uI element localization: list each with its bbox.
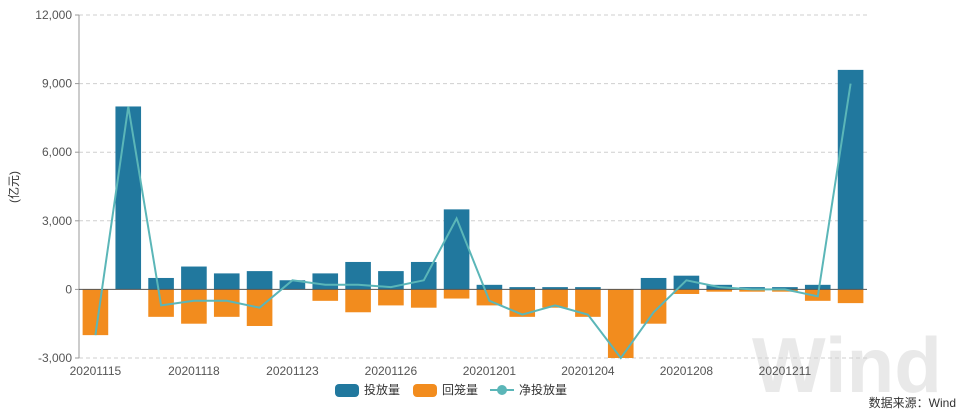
x-axis: 20201115 20201118 20201123 20201126 20201201… — [70, 364, 812, 378]
x-tick-label: 20201204 — [561, 364, 615, 378]
withdrawal-bar — [410, 289, 437, 308]
legend-swatch-icon — [413, 384, 437, 397]
withdrawal-bar — [772, 289, 798, 292]
x-tick-label: 20201126 — [365, 364, 418, 378]
watermark: Wind — [752, 321, 942, 409]
legend-label: 投放量 — [364, 382, 400, 397]
x-tick-label: 20201115 — [70, 364, 122, 378]
withdrawal-bar — [82, 289, 109, 336]
injection-bar — [443, 209, 470, 290]
y-tick-label: 12,000 — [35, 8, 72, 22]
y-tick-label: 9,000 — [42, 77, 72, 91]
legend-item[interactable]: 净投放量 — [490, 382, 567, 397]
injection-bar — [181, 266, 207, 290]
x-tick-label: 20201201 — [463, 364, 517, 378]
withdrawal-bar — [706, 289, 733, 292]
withdrawal-bar — [378, 289, 404, 306]
source-note: 数据来源：Wind — [869, 395, 956, 410]
withdrawal-bar — [345, 289, 371, 313]
withdrawal-bar — [837, 289, 864, 304]
withdrawal-bar — [640, 289, 667, 324]
withdrawal-bar — [673, 289, 700, 294]
net-injection-polyline — [94, 83, 852, 360]
legend-item[interactable]: 投放量 — [335, 382, 400, 397]
injection-bar — [476, 284, 503, 290]
x-tick-label: 20201118 — [168, 364, 220, 378]
injection-bar — [115, 106, 142, 290]
y-axis-label: (亿元) — [6, 171, 21, 203]
legend-label: 回笼量 — [442, 382, 478, 397]
x-tick-label: 20201208 — [660, 364, 714, 378]
withdrawal-bar — [542, 289, 568, 308]
x-tick-label: 20201211 — [759, 364, 812, 378]
injection-bar — [837, 69, 864, 290]
withdrawal-bar — [312, 289, 339, 301]
y-tick-label: -3,000 — [38, 351, 72, 365]
injection-bar — [246, 271, 273, 290]
injection-bar — [804, 284, 831, 290]
net-injection-line — [94, 83, 852, 360]
injection-bar — [575, 287, 601, 290]
injection-bar — [279, 280, 306, 290]
injection-bar — [213, 273, 240, 290]
injection-bar — [739, 287, 765, 290]
withdrawal-bar — [443, 289, 470, 299]
legend-item[interactable]: 回笼量 — [413, 382, 478, 397]
x-tick-label: 20201123 — [266, 364, 319, 378]
y-tick-label: 3,000 — [42, 214, 72, 228]
injection-bar — [509, 287, 536, 290]
injection-bar — [148, 277, 174, 290]
y-axis: -3,000 0 3,000 6,000 9,000 12,000 — [35, 8, 80, 365]
withdrawal-bar — [739, 289, 765, 292]
y-tick-label: 6,000 — [42, 145, 72, 159]
withdrawal-bar — [476, 289, 503, 306]
y-tick-label: 0 — [65, 282, 72, 296]
injection-bar — [542, 287, 568, 290]
withdrawal-bar — [181, 289, 207, 324]
injection-bar — [640, 277, 667, 290]
legend-label: 净投放量 — [519, 382, 567, 397]
injection-bar — [410, 261, 437, 290]
legend-swatch-icon — [335, 384, 359, 397]
injection-bar — [312, 273, 339, 290]
grid-lines — [79, 14, 867, 359]
bar-series — [82, 69, 864, 358]
injection-bar — [772, 287, 798, 290]
legend: 投放量 回笼量 净投放量 — [335, 382, 567, 397]
legend-marker-icon — [497, 385, 507, 395]
